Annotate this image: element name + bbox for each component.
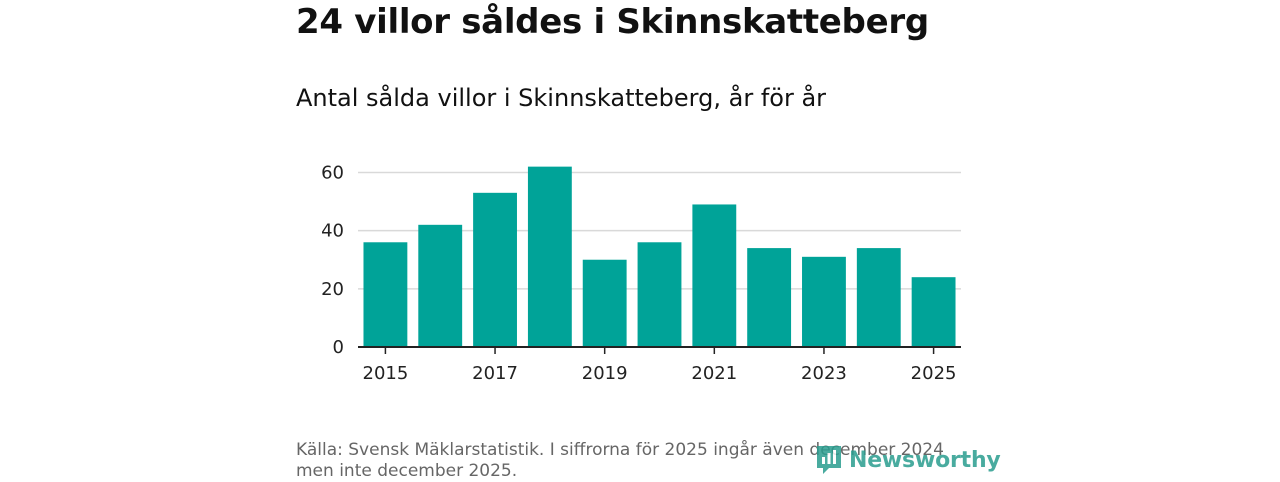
bar-2025 <box>911 277 956 347</box>
bar-2024 <box>856 248 901 347</box>
logo-text: Newsworthy <box>849 447 1001 473</box>
chart-subtitle: Antal sålda villor i Skinnskatteberg, år… <box>296 84 827 112</box>
tick-labels: 0 20 40 60 2015 2017 2019 2021 2023 2025 <box>321 162 956 384</box>
bar-2023 <box>802 256 846 347</box>
bar-2016 <box>418 224 463 347</box>
bars <box>363 166 956 347</box>
axes <box>358 346 961 354</box>
x-tick-label-2023: 2023 <box>801 363 847 384</box>
bar-2017 <box>473 192 517 347</box>
x-tick-label-2019: 2019 <box>582 363 628 384</box>
bar-chart: 0 20 40 60 2015 2017 2019 2021 2023 2025 <box>321 162 961 384</box>
bar-2015 <box>363 242 408 347</box>
x-tick-label-2017: 2017 <box>472 363 518 384</box>
x-tick-label-2015: 2015 <box>363 363 409 384</box>
bar-2018 <box>527 166 572 347</box>
x-tick-label-2021: 2021 <box>691 363 737 384</box>
y-tick-label-60: 60 <box>321 162 344 183</box>
x-tick-label-2025: 2025 <box>911 363 957 384</box>
y-tick-label-20: 20 <box>321 279 344 300</box>
bar-2021 <box>692 204 737 347</box>
brand-logo: Newsworthy <box>815 444 1001 476</box>
y-tick-label-0: 0 <box>333 337 344 358</box>
bar-2022 <box>747 248 792 347</box>
y-tick-label-40: 40 <box>321 221 344 242</box>
bar-2019 <box>582 259 627 347</box>
chart-title: 24 villor såldes i Skinnskatteberg <box>296 2 929 42</box>
source-note: Källa: Svensk Mäklarstatistik. I siffror… <box>296 440 944 481</box>
bar-2020 <box>637 242 682 347</box>
newsworthy-logo-icon <box>817 446 841 474</box>
